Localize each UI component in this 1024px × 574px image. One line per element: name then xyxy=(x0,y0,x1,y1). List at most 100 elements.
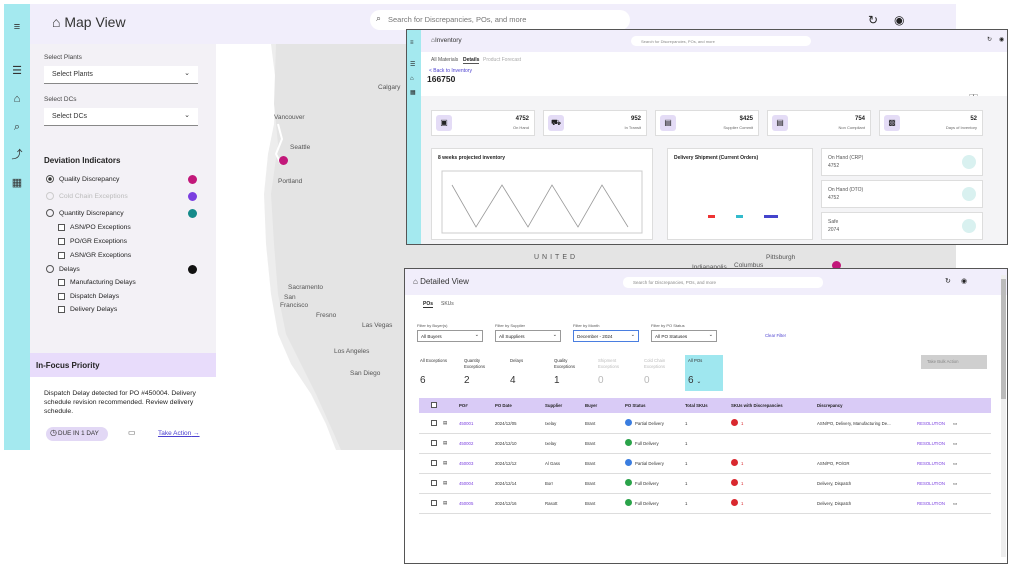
resolution-link[interactable]: RESOLUTION xyxy=(917,481,945,486)
row-checkbox[interactable] xyxy=(431,480,437,486)
po-link[interactable]: 450002 xyxy=(459,441,474,446)
tile-all-exceptions[interactable]: All Exceptions 6 xyxy=(417,355,455,391)
refresh-icon[interactable]: ↻ xyxy=(868,13,879,27)
menu-icon[interactable]: ≡ xyxy=(410,40,414,46)
map-marker[interactable] xyxy=(279,156,288,165)
clear-filter-link[interactable]: Clear Filter xyxy=(765,333,787,338)
tile-quality-exceptions[interactable]: Quality Exceptions 1 xyxy=(551,355,589,391)
row-checkbox[interactable] xyxy=(431,460,437,466)
option-asn-gr[interactable]: ASN/GR Exceptions xyxy=(58,252,131,259)
doc-icon[interactable]: ▤ xyxy=(443,440,448,445)
route-icon[interactable]: ⤴ xyxy=(11,149,23,161)
report-icon[interactable]: ▦ xyxy=(410,90,416,96)
option-delivery[interactable]: Delivery Delays xyxy=(58,306,117,313)
option-quantity[interactable]: Quantity Discrepancy xyxy=(46,209,124,217)
po-date: 2024/12/16 xyxy=(495,501,517,506)
report-icon[interactable]: ▦ xyxy=(11,177,23,189)
detailed-search-input[interactable]: Search for Discrepancies, POs, and more xyxy=(623,277,823,288)
warehouse-icon[interactable]: ⌂ xyxy=(13,93,21,105)
tab-skus[interactable]: SKUs xyxy=(441,301,454,307)
option-label: Quality Discrepancy xyxy=(59,175,120,183)
tile-cold-chain-exceptions[interactable]: Cold Chain Exceptions 0 xyxy=(641,355,679,391)
option-dispatch[interactable]: Dispatch Delays xyxy=(58,293,119,300)
row-checkbox[interactable] xyxy=(431,500,437,506)
table-row[interactable]: ▤ 450001 2024/12/05 Ixelay Brant Partial… xyxy=(419,414,991,434)
user-icon[interactable]: ◉ xyxy=(999,37,1005,43)
chat-icon[interactable]: ▭ xyxy=(128,428,136,437)
take-action-link[interactable]: Take Action → xyxy=(158,430,200,437)
list-icon[interactable]: ☰ xyxy=(12,65,22,77)
list-icon[interactable]: ☰ xyxy=(410,62,416,68)
resolution-link[interactable]: RESOLUTION xyxy=(917,501,945,506)
chat-icon[interactable]: ▭ xyxy=(953,501,958,506)
bulk-action-button[interactable]: Take Bulk Action xyxy=(921,355,987,369)
chat-icon[interactable]: ▭ xyxy=(953,441,958,446)
doc-icon[interactable]: ▤ xyxy=(443,500,448,505)
delays-indicator-dot xyxy=(188,265,197,274)
metric-card: ▤ 754 Non Compliant xyxy=(767,110,871,136)
option-asn-po[interactable]: ASN/PO Exceptions xyxy=(58,224,131,231)
table-row[interactable]: ▤ 450004 2024/12/14 Borr Brant Full Deli… xyxy=(419,474,991,494)
status-filter[interactable]: All PO Statuses ⌄ xyxy=(651,330,717,342)
option-manufacturing[interactable]: Manufacturing Delays xyxy=(58,279,136,286)
tab-all-materials[interactable]: All Materials xyxy=(431,57,459,63)
po-status: Partial Delivery xyxy=(635,461,664,466)
alert-icon xyxy=(731,479,738,486)
column-header: Buyer xyxy=(585,403,598,408)
buyer-filter[interactable]: All Buyers ⌄ xyxy=(417,330,483,342)
in-focus-title: In-Focus Priority xyxy=(30,353,216,377)
doc-icon[interactable]: ▤ xyxy=(443,460,448,465)
resolution-link[interactable]: RESOLUTION xyxy=(917,461,945,466)
chat-icon[interactable]: ▭ xyxy=(953,421,958,426)
option-quality[interactable]: Quality Discrepancy xyxy=(46,175,119,183)
scrollbar[interactable] xyxy=(1001,275,1006,557)
inventory-top-bar: ⌂Inventory Search for Discrepancies, POs… xyxy=(421,30,1007,52)
menu-icon[interactable]: ≡ xyxy=(13,21,21,33)
tile-quantity-exceptions[interactable]: Quantity Exceptions 2 xyxy=(461,355,499,391)
option-delays[interactable]: Delays xyxy=(46,265,80,273)
warehouse-icon[interactable]: ⌂ xyxy=(410,76,414,82)
plants-select[interactable]: Select Plants ⌄ xyxy=(44,66,198,84)
search-placeholder: Search for Discrepancies, POs, and more xyxy=(388,15,527,24)
option-cold-chain[interactable]: Cold Chain Exceptions xyxy=(46,192,128,200)
refresh-icon[interactable]: ↻ xyxy=(945,278,951,285)
back-link[interactable]: < Back to Inventory xyxy=(429,68,472,74)
table-row[interactable]: ▤ 450005 2024/12/16 Rasott Brant Full De… xyxy=(419,494,991,514)
resolution-link[interactable]: RESOLUTION xyxy=(917,421,945,426)
po-link[interactable]: 450001 xyxy=(459,421,474,426)
po-link[interactable]: 450005 xyxy=(459,501,474,506)
chat-icon[interactable]: ▭ xyxy=(953,461,958,466)
map-label: Calgary xyxy=(378,84,401,91)
tile-delays[interactable]: Delays 4 xyxy=(507,355,545,391)
table-row[interactable]: ▤ 450003 2024/12/12 Al Gass Brant Partia… xyxy=(419,454,991,474)
tab-pos[interactable]: POs xyxy=(423,301,434,308)
user-icon[interactable]: ◉ xyxy=(961,278,968,285)
po-link[interactable]: 450004 xyxy=(459,481,474,486)
inventory-search-input[interactable]: Search for Discrepancies, POs, and more xyxy=(631,36,811,46)
supplier-filter[interactable]: All Suppliers ⌄ xyxy=(495,330,561,342)
user-icon[interactable]: ◉ xyxy=(894,13,905,27)
month-filter[interactable]: December - 2024 ⌄ xyxy=(573,330,639,342)
table-row[interactable]: ▤ 450002 2024/12/10 Ixelay Brant Full De… xyxy=(419,434,991,454)
tab-product-forecast[interactable]: Product Forecast xyxy=(483,57,522,63)
search-input[interactable]: ⌕ Search for Discrepancies, POs, and more xyxy=(370,10,630,30)
option-po-gr[interactable]: PO/GR Exceptions xyxy=(58,238,127,245)
row-checkbox[interactable] xyxy=(431,420,437,426)
dcs-select[interactable]: Select DCs ⌄ xyxy=(44,108,198,126)
chat-icon[interactable]: ▭ xyxy=(953,481,958,486)
side-card-label: Safe xyxy=(828,219,839,225)
metric-card: ▤ $425 Supplier Commit xyxy=(655,110,759,136)
po-link[interactable]: 450003 xyxy=(459,461,474,466)
doc-icon[interactable]: ▤ xyxy=(443,420,448,425)
tile-all-pos[interactable]: All POs 6 ⌄ xyxy=(685,355,723,391)
refresh-icon[interactable]: ↻ xyxy=(987,37,993,43)
row-checkbox[interactable] xyxy=(431,440,437,446)
option-label: Manufacturing Delays xyxy=(70,279,136,286)
doc-icon[interactable]: ▤ xyxy=(443,480,448,485)
map-marker[interactable] xyxy=(832,261,841,270)
tab-details[interactable]: Details xyxy=(463,57,480,64)
resolution-link[interactable]: RESOLUTION xyxy=(917,441,945,446)
tile-shipment-exceptions[interactable]: Shipment Exceptions 0 xyxy=(595,355,633,391)
search-doc-icon[interactable]: ⌕ xyxy=(13,121,21,133)
select-all-checkbox[interactable] xyxy=(431,402,437,408)
